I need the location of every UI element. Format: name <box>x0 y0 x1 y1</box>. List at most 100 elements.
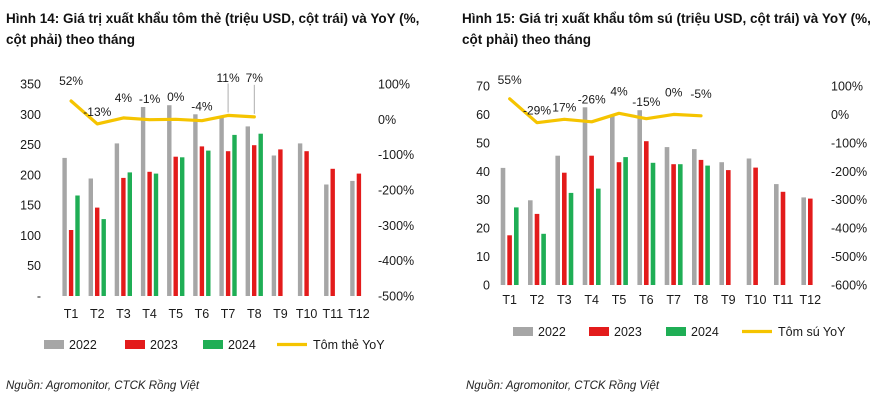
bar-2023-T7 <box>225 151 231 296</box>
bar-2022-T4 <box>140 107 146 296</box>
bar-2024-T4 <box>596 188 601 285</box>
bar-2022-T12 <box>801 197 806 285</box>
left-axis-tick-label: 100 <box>20 229 41 243</box>
bar-2022-T3 <box>555 155 560 285</box>
yoy-data-label: -4% <box>191 99 213 113</box>
bar-2023-T4 <box>147 171 152 296</box>
yoy-line <box>508 97 703 125</box>
bar-2022-T5 <box>167 105 172 296</box>
figure-15-title: Hình 15: Giá trị xuất khẩu tôm sú (triệu… <box>462 11 871 47</box>
bar-2022-T8 <box>245 126 250 297</box>
bar-2024-T5 <box>623 157 628 285</box>
figure-15-source: Nguồn: Agromonitor, CTCK Rồng Việt <box>466 380 660 392</box>
right-axis-tick-label: -100% <box>378 148 414 162</box>
legend-label: 2022 <box>69 338 97 352</box>
right-axis-tick-label: -500% <box>831 250 867 264</box>
bar-2022-T8 <box>692 149 697 285</box>
bar-2022-T3 <box>114 143 120 296</box>
category-label: T9 <box>721 293 736 307</box>
left-axis-tick-label: 50 <box>476 136 490 150</box>
left-axis-tick-label: 350 <box>20 78 41 92</box>
bar-2023-T10 <box>304 151 309 296</box>
yoy-data-label: -29% <box>523 104 551 118</box>
legend-label: Tôm thẻ YoY <box>313 338 385 352</box>
left-axis-tick-label: 50 <box>27 259 41 273</box>
figure-14-source: Nguồn: Agromonitor, CTCK Rồng Việt <box>6 380 200 392</box>
bar-2024-T4 <box>153 173 159 296</box>
yoy-data-label: 17% <box>552 100 576 114</box>
bar-2023-T8 <box>252 145 257 296</box>
legend-label: 2023 <box>614 325 642 339</box>
right-axis-tick-label: 100% <box>378 78 410 92</box>
bar-2023-T3 <box>121 177 126 296</box>
category-label: T4 <box>584 293 599 307</box>
left-axis-tick-label: 250 <box>20 138 41 152</box>
right-axis-tick-label: 0% <box>378 113 396 127</box>
bar-2022-T5 <box>610 115 615 285</box>
bar-2022-T10 <box>746 158 752 285</box>
bar-2022-T9 <box>271 155 277 296</box>
bar-2023-T3 <box>562 172 567 285</box>
bar-2023-T2 <box>95 207 100 296</box>
category-label: T7 <box>221 307 236 321</box>
legend-swatch-2022 <box>513 327 533 336</box>
category-label: T3 <box>557 293 572 307</box>
legend-swatch-2024 <box>666 327 686 336</box>
category-label: T1 <box>64 307 79 321</box>
figure-14-panel: Hình 14: Giá trị xuất khẩu tôm thẻ (triệ… <box>0 0 440 410</box>
category-label: T12 <box>800 293 822 307</box>
category-label: T8 <box>247 307 262 321</box>
right-axis-tick-label: -200% <box>831 165 867 179</box>
category-label: T1 <box>502 293 517 307</box>
yoy-data-label: 11% <box>217 71 240 85</box>
bar-2024-T6 <box>206 150 211 296</box>
bar-2024-T2 <box>101 219 106 296</box>
right-axis-tick-label: -100% <box>831 136 867 150</box>
bar-2022-T9 <box>719 162 724 285</box>
category-label: T5 <box>612 293 627 307</box>
bar-2022-T12 <box>350 180 355 296</box>
left-axis-tick-label: - <box>37 290 41 304</box>
left-axis-tick-label: 200 <box>20 168 41 182</box>
legend-label: Tôm sú YoY <box>778 325 846 339</box>
category-label: T8 <box>694 293 709 307</box>
legend-label: 2023 <box>150 338 178 352</box>
category-label: T11 <box>322 307 343 321</box>
figure-14-title: Hình 14: Giá trị xuất khẩu tôm thẻ (triệ… <box>6 11 420 47</box>
yoy-data-label: -13% <box>83 105 111 119</box>
category-label: T2 <box>90 307 105 321</box>
bar-2024-T5 <box>180 157 185 296</box>
left-axis-tick-label: 150 <box>20 199 41 213</box>
bar-2022-T6 <box>193 114 198 296</box>
category-label: T6 <box>195 307 210 321</box>
bar-2022-T1 <box>500 167 506 285</box>
bar-2022-T7 <box>664 147 670 285</box>
bar-2023-T11 <box>330 168 335 296</box>
bar-2023-T9 <box>726 170 731 285</box>
left-axis-tick-label: 30 <box>476 193 490 207</box>
legend-swatch-2023 <box>589 327 609 336</box>
figure-14-chart: - 50 100 150 200 250 300 350 -500% -400% -300% -200… <box>20 71 414 352</box>
bar-2023-T2 <box>534 213 540 285</box>
bar-2022-T10 <box>297 143 303 296</box>
left-axis-tick-label: 40 <box>476 165 490 179</box>
bar-2023-T11 <box>780 191 786 285</box>
category-label: T3 <box>116 307 131 321</box>
category-label: T4 <box>142 307 157 321</box>
bar-2024-T1 <box>75 195 80 296</box>
yoy-data-label: 4% <box>115 91 133 105</box>
bar-2024-T2 <box>541 233 546 285</box>
right-axis-tick-label: -300% <box>831 193 867 207</box>
bar-2023-T10 <box>753 167 758 285</box>
category-label: T10 <box>296 307 318 321</box>
right-axis-tick-label: -400% <box>831 222 867 236</box>
bar-2023-T5 <box>616 162 622 285</box>
yoy-data-label: 4% <box>610 84 628 98</box>
category-label: T2 <box>530 293 545 307</box>
right-axis-tick-label: -600% <box>831 279 867 293</box>
legend-label: 2022 <box>538 325 566 339</box>
bar-2022-T4 <box>582 107 588 285</box>
yoy-data-label: -26% <box>578 92 606 106</box>
bar-2023-T12 <box>808 198 813 285</box>
bar-2023-T4 <box>589 155 594 285</box>
